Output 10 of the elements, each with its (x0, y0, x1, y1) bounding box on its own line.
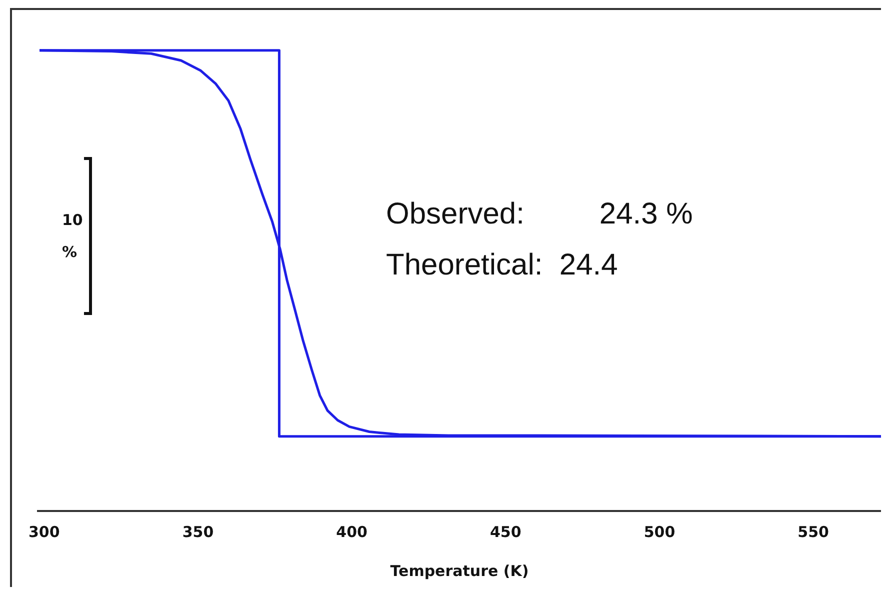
annotation: Theoretical: 24.4 (386, 248, 618, 282)
x-tick-label: 500 (644, 522, 676, 541)
x-tick-label: 400 (336, 522, 368, 541)
x-tick-label: 550 (798, 522, 829, 541)
annotation: 10 % (62, 210, 83, 261)
x-tick-label: 300 (28, 522, 60, 541)
annotation: Observed: 24.3 % (386, 197, 693, 230)
x-tick-label: 450 (490, 522, 522, 541)
x-axis-title: Temperature (K) (390, 562, 529, 580)
x-tick-label: 350 (182, 522, 214, 541)
